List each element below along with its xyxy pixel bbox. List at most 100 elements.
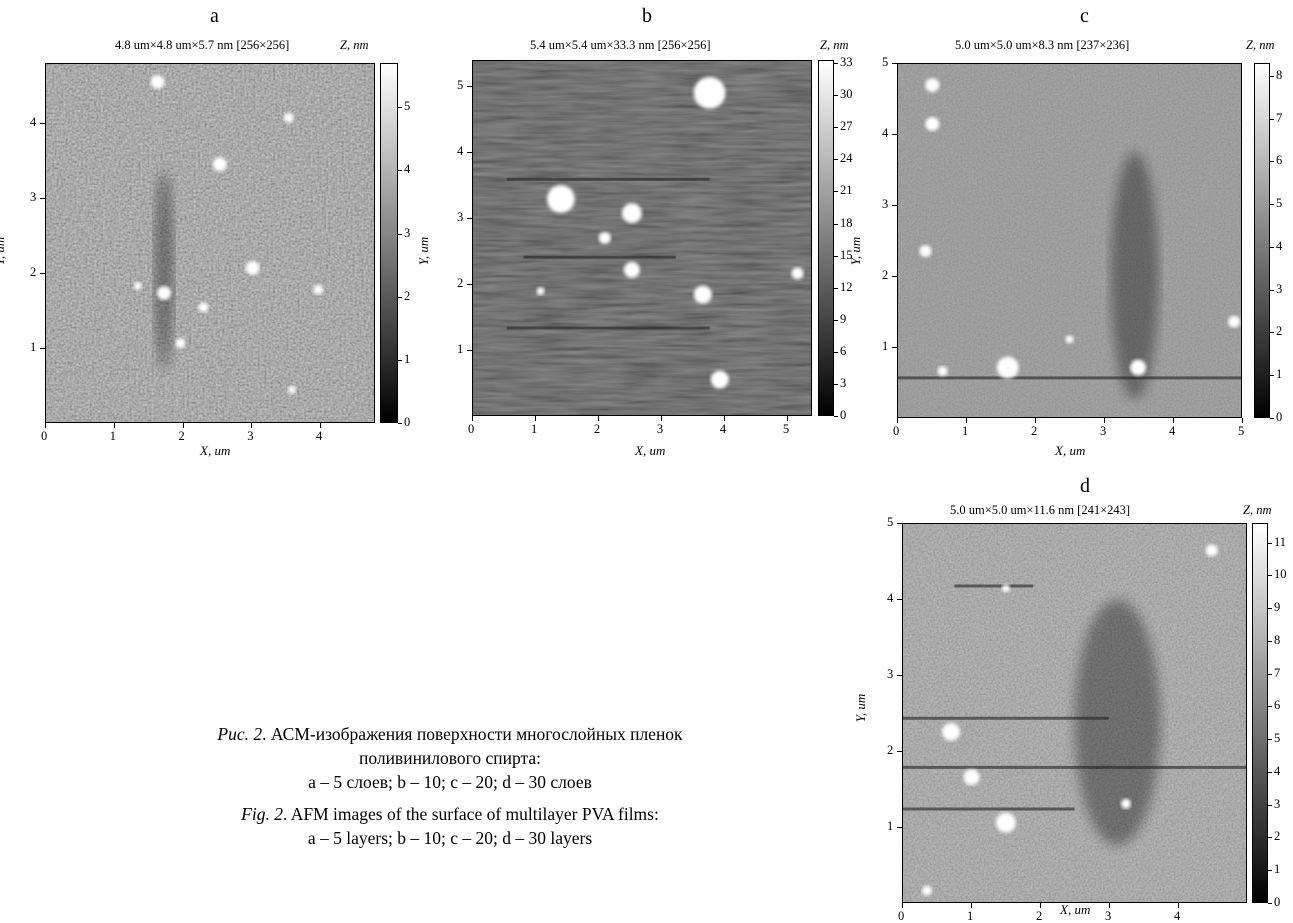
surface-particle — [157, 286, 172, 301]
y-tick-mark — [897, 675, 902, 676]
y-tick-mark — [40, 198, 45, 199]
scan-line-artifact — [903, 716, 1109, 720]
y-tick-mark — [892, 276, 897, 277]
surface-particle — [1120, 798, 1131, 809]
z-tick-mark — [1268, 673, 1272, 675]
x-tick-label: 0 — [41, 429, 48, 443]
x-tick-mark — [472, 416, 473, 421]
caption-en-label: Fig. 2 — [241, 804, 283, 824]
caption-en-line1: Fig. 2. AFM images of the surface of mul… — [241, 804, 659, 824]
scan-line-artifact — [954, 584, 1034, 588]
panel-letter: b — [642, 5, 652, 27]
z-tick-label: 10 — [1274, 567, 1287, 582]
z-tick-mark — [398, 423, 402, 424]
y-tick-label: 2 — [882, 268, 889, 282]
y-tick-label: 3 — [882, 197, 889, 211]
surface-particle — [288, 385, 296, 394]
surface-particle — [922, 885, 932, 896]
z-tick-label: 9 — [840, 311, 847, 326]
panel-letter: a — [210, 5, 219, 27]
z-tick-label: 7 — [1276, 110, 1283, 125]
caption-ru-label: Рис. 2 — [217, 724, 263, 744]
z-tick-mark — [1268, 739, 1272, 741]
z-tick-label: 27 — [840, 119, 853, 134]
x-tick-mark — [1035, 418, 1036, 423]
x-tick-label: 1 — [530, 422, 538, 436]
z-tick-label: 6 — [1276, 153, 1283, 168]
x-tick-mark — [1109, 903, 1110, 908]
z-colorbar — [1254, 63, 1270, 418]
z-tick-label: 0 — [840, 408, 847, 422]
surface-particle — [1205, 544, 1218, 557]
z-tick-label: 4 — [1276, 238, 1283, 253]
scan-line-artifact — [898, 376, 1241, 380]
y-tick-label: 2 — [30, 265, 37, 279]
z-tick-mark — [834, 63, 838, 65]
z-tick-mark — [834, 383, 838, 385]
z-tick-label: 3 — [1274, 796, 1281, 811]
surface-particle — [623, 261, 640, 278]
surface-particle — [1130, 359, 1147, 376]
y-tick-label: 3 — [30, 190, 37, 204]
x-tick-label: 5 — [1238, 424, 1245, 438]
y-tick-mark — [467, 152, 472, 154]
scan-line-artifact — [506, 326, 710, 330]
z-tick-mark — [1268, 608, 1272, 610]
afm-image-surface — [898, 64, 1241, 417]
x-tick-label: 2 — [1031, 424, 1038, 438]
z-tick-label: 7 — [1274, 665, 1281, 680]
x-tick-mark — [534, 416, 536, 421]
surface-particle — [996, 356, 1019, 379]
z-tick-mark — [834, 191, 838, 193]
surface-particle — [925, 78, 940, 93]
y-tick-mark — [897, 751, 902, 752]
y-tick-mark — [897, 827, 902, 828]
x-tick-label: 1 — [967, 909, 974, 923]
y-tick-mark — [40, 273, 45, 274]
caption-ru-line2: поливинилового спирта: — [358, 748, 542, 768]
z-tick-mark — [1270, 118, 1274, 120]
x-tick-label: 4 — [719, 422, 727, 436]
x-tick-mark — [320, 423, 321, 428]
y-tick-label: 5 — [457, 78, 464, 93]
x-tick-mark — [1040, 903, 1041, 908]
y-axis-title: Y, um — [848, 236, 864, 266]
surface-particle — [1228, 315, 1241, 328]
surface-particle — [995, 812, 1016, 833]
y-tick-mark — [467, 86, 472, 88]
y-tick-mark — [467, 284, 472, 286]
z-colorbar — [1252, 523, 1268, 903]
z-tick-label: 15 — [840, 247, 853, 262]
surface-particle — [150, 74, 165, 89]
y-tick-label: 4 — [457, 144, 464, 159]
panel-letter: d — [1080, 475, 1090, 497]
y-tick-label: 1 — [457, 342, 464, 357]
z-tick-label: 0 — [1274, 895, 1281, 909]
y-tick-mark — [892, 134, 897, 135]
z-tick-mark — [834, 319, 838, 321]
y-tick-label: 4 — [30, 115, 37, 129]
z-tick-mark — [1268, 542, 1272, 544]
x-tick-label: 2 — [178, 429, 185, 443]
dark-region — [1074, 599, 1161, 846]
z-tick-label: 5 — [1276, 196, 1283, 211]
z-tick-mark — [834, 127, 838, 129]
x-tick-label: 3 — [247, 429, 254, 443]
z-tick-mark — [1268, 837, 1272, 839]
z-tick-label: 6 — [1274, 698, 1281, 713]
surface-particle — [693, 285, 712, 304]
x-tick-mark — [251, 423, 253, 428]
x-tick-label: 4 — [316, 429, 323, 443]
z-tick-label: 5 — [1274, 731, 1281, 746]
z-tick-mark — [1268, 706, 1272, 708]
z-axis-title: Z, nm — [340, 38, 369, 52]
x-tick-label: 2 — [1036, 909, 1043, 923]
z-tick-label: 2 — [404, 288, 411, 303]
z-tick-mark — [1268, 903, 1272, 904]
z-tick-label: 12 — [840, 279, 853, 294]
x-tick-label: 4 — [1174, 909, 1181, 923]
scan-info: 5.4 um×5.4 um×33.3 nm [256×256] — [530, 38, 711, 52]
surface-particle — [536, 287, 545, 296]
y-tick-mark — [892, 63, 897, 64]
x-axis-title: X, um — [635, 443, 666, 458]
